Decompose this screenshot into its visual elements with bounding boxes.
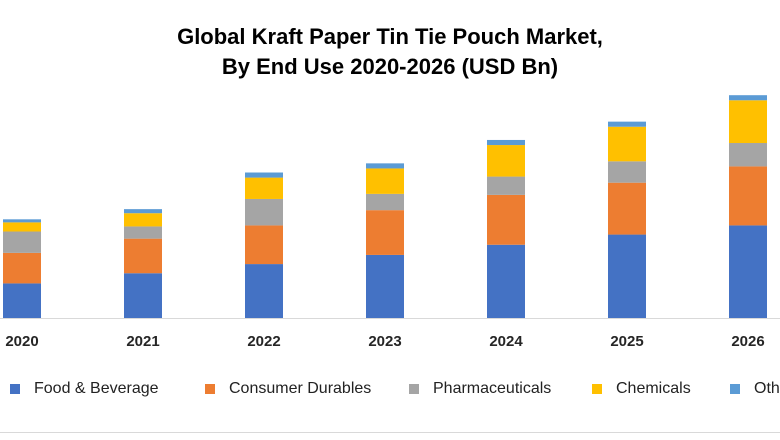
- bar-segment-2021-food-beverage: [124, 273, 162, 318]
- bar-segment-2024-pharmaceuticals: [487, 176, 525, 195]
- bar-segment-2021-others: [124, 209, 162, 214]
- bar-segment-2025-pharmaceuticals: [608, 161, 646, 183]
- bar-segment-2022-consumer-durables: [245, 225, 283, 265]
- bar-segment-2025-chemicals: [608, 126, 646, 162]
- x-tick-label: 2026: [731, 333, 764, 350]
- legend-item: Pharmaceuticals: [409, 378, 551, 400]
- bar-segment-2025-others: [608, 121, 646, 127]
- legend-item: Food & Beverage: [10, 378, 159, 400]
- x-tick-label: 2020: [5, 333, 38, 350]
- legend-label: Chemicals: [616, 380, 691, 397]
- bar-segment-2026-pharmaceuticals: [729, 143, 767, 167]
- legend-swatch: [10, 384, 20, 394]
- legend-swatch: [592, 384, 602, 394]
- chart-title: Global Kraft Paper Tin Tie Pouch Market,…: [0, 22, 780, 82]
- legend-label: Pharmaceuticals: [433, 380, 552, 397]
- bar-segment-2026-food-beverage: [729, 225, 767, 318]
- bar-segment-2021-chemicals: [124, 213, 162, 227]
- x-tick-label: 2021: [126, 333, 159, 350]
- bar-segment-2023-food-beverage: [366, 254, 404, 318]
- bar-segment-2022-others: [245, 172, 283, 178]
- bar-segment-2022-chemicals: [245, 177, 283, 199]
- bar-segment-2023-consumer-durables: [366, 210, 404, 255]
- bar-segment-2020-food-beverage: [3, 283, 41, 318]
- bar-segment-2023-chemicals: [366, 168, 404, 194]
- legend-item: Chemicals: [592, 378, 691, 400]
- bar-segment-2026-consumer-durables: [729, 166, 767, 226]
- bar-segment-2020-pharmaceuticals: [3, 231, 41, 253]
- bar-segment-2025-food-beverage: [608, 234, 646, 318]
- legend-item: Consumer Durables: [205, 378, 371, 400]
- x-tick-label: 2023: [368, 333, 401, 350]
- bar-segment-2023-pharmaceuticals: [366, 193, 404, 211]
- bar-segment-2024-food-beverage: [487, 244, 525, 318]
- bar-segment-2024-chemicals: [487, 145, 525, 177]
- legend-swatch: [409, 384, 419, 394]
- legend-label: Consumer Durables: [229, 380, 372, 397]
- bar-segment-2025-consumer-durables: [608, 182, 646, 235]
- chart-legend: Food & Beverage Consumer Durables Pharmace…: [0, 378, 780, 400]
- x-tick-label: 2025: [610, 333, 643, 350]
- x-tick-label: 2022: [247, 333, 280, 350]
- legend-item: Others: [730, 378, 780, 400]
- bar-segment-2023-others: [366, 163, 404, 169]
- legend-swatch: [205, 384, 215, 394]
- bar-segment-2021-consumer-durables: [124, 238, 162, 274]
- bar-segment-2026-others: [729, 95, 767, 101]
- chart-title-line-2: By End Use 2020-2026 (USD Bn): [221, 54, 559, 79]
- bottom-divider: [0, 432, 780, 433]
- bar-segment-2021-pharmaceuticals: [124, 226, 162, 239]
- bar-segment-2022-food-beverage: [245, 264, 283, 318]
- bar-segment-2020-consumer-durables: [3, 252, 41, 284]
- bar-segment-2024-consumer-durables: [487, 194, 525, 245]
- legend-swatch: [730, 384, 740, 394]
- x-tick-label: 2024: [489, 333, 523, 350]
- legend-label: Food & Beverage: [34, 380, 159, 397]
- legend-label: Others: [754, 380, 780, 397]
- bar-segment-2024-others: [487, 139, 525, 146]
- bar-segment-2022-pharmaceuticals: [245, 198, 283, 226]
- bar-segment-2020-others: [3, 219, 41, 223]
- bar-segment-2020-chemicals: [3, 222, 41, 232]
- chart-title-line-1: Global Kraft Paper Tin Tie Pouch Market,: [177, 24, 603, 49]
- bar-segment-2026-chemicals: [729, 100, 767, 144]
